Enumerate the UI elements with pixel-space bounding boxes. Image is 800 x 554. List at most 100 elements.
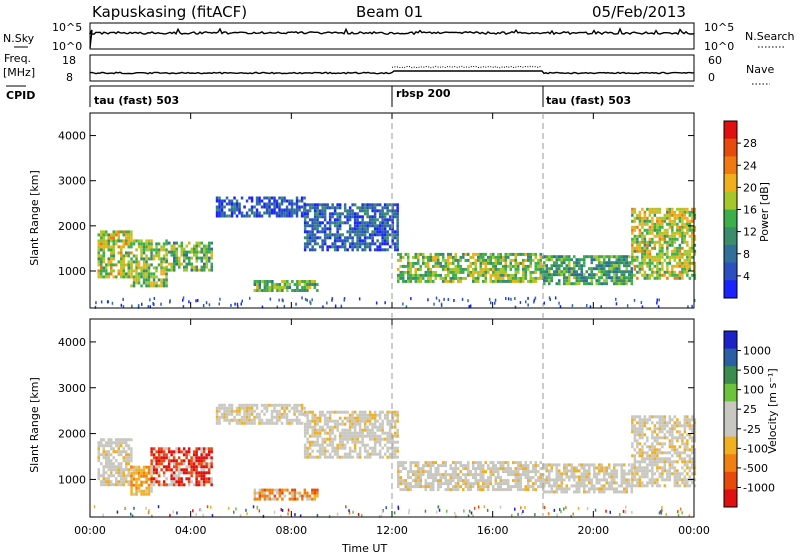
scatter-cell <box>499 482 502 486</box>
scatter-cell <box>268 286 272 289</box>
scatter-cell <box>130 450 133 454</box>
scatter-cell <box>200 265 203 269</box>
scatter-cell <box>107 459 110 463</box>
scatter-cell <box>311 233 314 237</box>
scatter-cell <box>457 473 460 477</box>
scatter-cell <box>278 205 281 209</box>
scatter-cell <box>686 466 689 470</box>
scatter-cell <box>100 453 103 457</box>
scatter-cell <box>383 215 387 219</box>
scatter-cell <box>548 481 551 485</box>
scatter-cell <box>414 479 417 483</box>
scatter-cell <box>534 479 537 483</box>
scatter-cell <box>391 434 394 438</box>
scatter-cell <box>326 419 329 423</box>
scatter-cell <box>135 272 138 276</box>
scatter-cell <box>641 424 644 428</box>
scatter-cell <box>633 484 637 488</box>
scatter-cell <box>323 242 327 246</box>
scatter-cell <box>175 241 178 245</box>
scatter-cell <box>489 261 492 265</box>
scatter-cell <box>125 438 128 442</box>
scatter-cell <box>610 487 613 491</box>
scatter-cell <box>391 212 394 216</box>
scatter-cell <box>107 275 110 279</box>
scatter-cell <box>636 225 639 229</box>
scatter-cell <box>399 464 402 468</box>
scatter-cell <box>534 267 537 271</box>
scatter-cell <box>202 483 206 487</box>
scatter-cell <box>396 230 399 234</box>
scatter-cell <box>205 253 208 257</box>
scatter-cell <box>628 463 631 467</box>
scatter-cell <box>311 283 314 286</box>
scatter-cell <box>678 457 682 461</box>
scatter-cell <box>150 477 153 481</box>
scatter-cell <box>268 196 271 200</box>
scatter-cell <box>353 221 357 225</box>
scatter-cell <box>263 196 266 200</box>
scatter-cell <box>509 252 512 256</box>
scatter-cell <box>170 247 173 251</box>
scatter-cell <box>560 510 562 514</box>
scatter-cell <box>373 248 377 252</box>
scatter-cell <box>175 462 178 466</box>
scatter-cell <box>157 505 160 509</box>
scatter-cell <box>548 472 551 476</box>
scatter-cell <box>135 480 138 484</box>
scatter-cell <box>671 418 674 422</box>
scatter-cell <box>396 239 399 243</box>
scatter-cell <box>590 270 593 274</box>
scatter-cell <box>641 481 644 485</box>
scatter-cell <box>663 433 667 437</box>
scatter-cell <box>668 225 672 229</box>
scatter-cell <box>563 255 566 259</box>
scatter-cell <box>303 491 307 495</box>
scatter-cell <box>137 272 141 276</box>
scatter-cell <box>343 298 345 302</box>
scatter-cell <box>429 461 432 465</box>
scatter-cell <box>122 468 125 472</box>
scatter-cell <box>482 258 485 262</box>
scatter-cell <box>641 436 644 440</box>
scatter-cell <box>125 477 128 481</box>
scatter-cell <box>477 255 480 259</box>
scatter-cell <box>633 427 637 431</box>
scatter-cell <box>336 206 339 210</box>
scatter-cell <box>255 415 259 419</box>
scatter-cell <box>110 254 113 258</box>
scatter-cell <box>646 484 649 488</box>
scatter-cell <box>678 478 682 482</box>
scatter-cell <box>220 403 224 407</box>
scatter-cell <box>452 467 455 471</box>
scatter-cell <box>575 264 578 268</box>
scatter-cell <box>316 434 319 438</box>
scatter-cell <box>376 248 379 252</box>
scatter-cell <box>162 269 166 273</box>
scatter-cell <box>449 479 452 483</box>
scatter-cell <box>568 469 571 473</box>
scatter-cell <box>658 219 662 223</box>
scatter-cell <box>464 485 467 489</box>
scatter-cell <box>215 208 219 212</box>
scatter-cell <box>210 477 213 481</box>
scatter-cell <box>316 419 319 423</box>
scatter-cell <box>442 464 445 468</box>
scatter-cell <box>467 485 470 489</box>
scatter-cell <box>288 403 291 407</box>
scatter-cell <box>671 264 674 268</box>
scatter-cell <box>100 239 103 243</box>
scatter-cell <box>636 246 639 250</box>
scatter-cell <box>140 489 143 493</box>
scatter-cell <box>343 443 347 447</box>
scatter-cell <box>323 218 327 222</box>
scatter-cell <box>396 215 399 219</box>
scatter-cell <box>532 279 535 283</box>
scatter-cell <box>110 272 113 276</box>
scatter-cell <box>449 261 452 265</box>
scatter-cell <box>671 424 674 428</box>
scatter-cell <box>167 459 171 463</box>
scatter-cell <box>202 450 206 454</box>
scatter-cell <box>648 210 652 214</box>
